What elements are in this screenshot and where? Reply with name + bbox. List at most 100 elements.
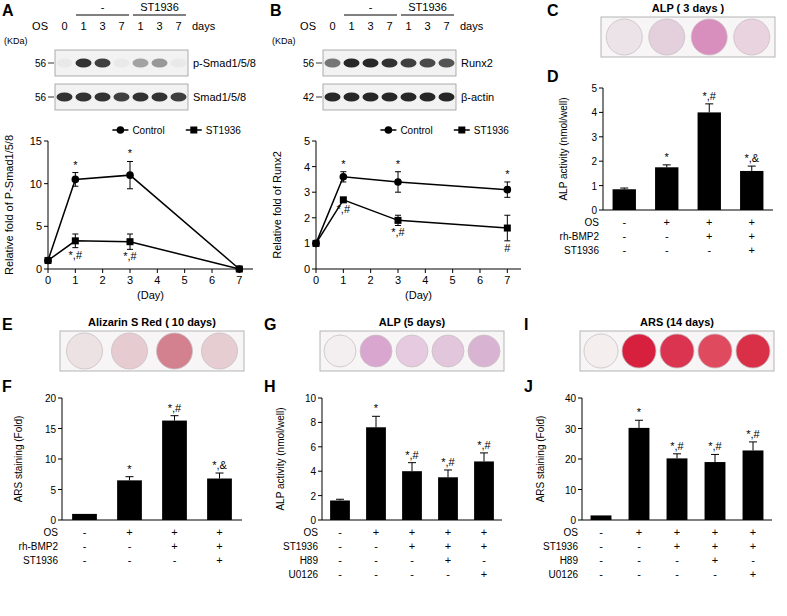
lane-label: 7 bbox=[443, 20, 449, 32]
treatment-sign: + bbox=[373, 526, 379, 538]
treatment-sign: - bbox=[482, 554, 486, 566]
bar bbox=[474, 461, 494, 520]
band bbox=[382, 59, 398, 68]
treatment-label: ST1936 bbox=[564, 245, 599, 256]
mw-dash bbox=[48, 97, 54, 98]
point bbox=[236, 266, 243, 273]
y-tick-label: 0 bbox=[50, 515, 56, 526]
mw-dash bbox=[316, 97, 322, 98]
y-tick-label: 1 bbox=[591, 181, 597, 192]
x-tick-label: 6 bbox=[477, 274, 483, 286]
error-cap bbox=[635, 420, 643, 421]
y-tick-label: 5 bbox=[591, 83, 597, 94]
treatment-sign: - bbox=[599, 568, 603, 580]
treatment-label: H89 bbox=[300, 555, 319, 566]
band bbox=[344, 93, 360, 102]
legend-marker bbox=[458, 127, 465, 134]
lane-label: 3 bbox=[424, 20, 430, 32]
y-tick bbox=[312, 141, 316, 142]
legend-marker bbox=[385, 126, 393, 134]
treatment-sign: - bbox=[374, 554, 378, 566]
annotation: * bbox=[665, 151, 670, 163]
y-tick bbox=[44, 226, 48, 227]
bar bbox=[667, 458, 688, 520]
treatment-sign: - bbox=[622, 230, 626, 242]
treatment-sign: - bbox=[338, 526, 342, 538]
x-axis-label: (Day) bbox=[137, 289, 164, 301]
y-tick bbox=[318, 446, 322, 447]
panel-letter: H bbox=[264, 378, 276, 395]
annotation: *,# bbox=[708, 440, 722, 452]
bar bbox=[72, 514, 97, 520]
annotation: * bbox=[374, 402, 379, 414]
well bbox=[67, 333, 103, 369]
lane-label: 3 bbox=[367, 20, 373, 32]
y-axis-label: ARS staining (Fold) bbox=[13, 416, 24, 503]
treatment-label: OS bbox=[304, 527, 319, 538]
bar bbox=[655, 167, 678, 210]
y-tick bbox=[318, 495, 322, 496]
y-tick bbox=[58, 398, 62, 399]
y-tick-label: 5 bbox=[50, 485, 56, 496]
lane-label: 7 bbox=[175, 20, 181, 32]
error-cap bbox=[673, 453, 681, 454]
y-tick-label: 5 bbox=[36, 220, 42, 232]
point bbox=[126, 171, 134, 179]
bar bbox=[438, 477, 458, 520]
treatment-sign: + bbox=[706, 230, 712, 242]
y-tick-label: 2 bbox=[591, 156, 597, 167]
x-tick bbox=[398, 269, 399, 273]
y-tick bbox=[578, 459, 582, 460]
y-tick-label: 0 bbox=[36, 263, 42, 275]
error-cap bbox=[620, 188, 628, 189]
band bbox=[133, 93, 149, 102]
point bbox=[236, 265, 244, 273]
treatment-label: rh-BMP2 bbox=[560, 231, 600, 242]
y-axis bbox=[316, 141, 317, 269]
mw-dash bbox=[48, 63, 54, 64]
blot-strip bbox=[55, 50, 188, 76]
bar bbox=[705, 462, 726, 520]
treatment-sign: + bbox=[749, 244, 755, 256]
treatment-sign: + bbox=[749, 216, 755, 228]
band bbox=[382, 93, 398, 102]
band bbox=[325, 59, 341, 68]
treatment-sign: - bbox=[173, 554, 177, 566]
treatment-sign: + bbox=[216, 526, 222, 538]
band bbox=[95, 59, 111, 68]
treatment-sign: + bbox=[171, 540, 177, 552]
lane-label: 1 bbox=[137, 20, 143, 32]
legend-label: Control bbox=[132, 125, 164, 136]
lane-label: 1 bbox=[405, 20, 411, 32]
y-tick-label: 0 bbox=[310, 515, 316, 526]
error-cap bbox=[72, 186, 78, 187]
y-tick bbox=[58, 489, 62, 490]
treatment-sign: - bbox=[410, 568, 414, 580]
treatment-sign: - bbox=[374, 540, 378, 552]
y-tick-label: 40 bbox=[565, 393, 577, 404]
treatment-sign: - bbox=[599, 554, 603, 566]
error-bar bbox=[129, 477, 130, 481]
well bbox=[396, 335, 428, 367]
legend-label: ST1936 bbox=[474, 125, 509, 136]
y-tick bbox=[312, 217, 316, 218]
legend-label: Control bbox=[400, 125, 432, 136]
treatment-sign: - bbox=[128, 540, 132, 552]
treatment-sign: + bbox=[750, 540, 756, 552]
error-bar bbox=[448, 470, 449, 477]
y-tick-label: 4 bbox=[591, 107, 597, 118]
y-tick-label: 15 bbox=[30, 135, 42, 147]
band bbox=[171, 93, 187, 102]
lane-label: 3 bbox=[156, 20, 162, 32]
y-tick bbox=[599, 88, 603, 89]
mw-label: (KDa) bbox=[272, 36, 296, 46]
lane-label: 1 bbox=[80, 20, 86, 32]
error-cap bbox=[663, 164, 671, 165]
lane-label: 1 bbox=[348, 20, 354, 32]
treatment-sign: + bbox=[216, 554, 222, 566]
x-tick bbox=[48, 269, 49, 273]
treatment-sign: - bbox=[707, 244, 711, 256]
group-label: ST1936 bbox=[408, 1, 447, 13]
error-cap bbox=[395, 171, 401, 172]
treatment-label: H89 bbox=[560, 555, 579, 566]
